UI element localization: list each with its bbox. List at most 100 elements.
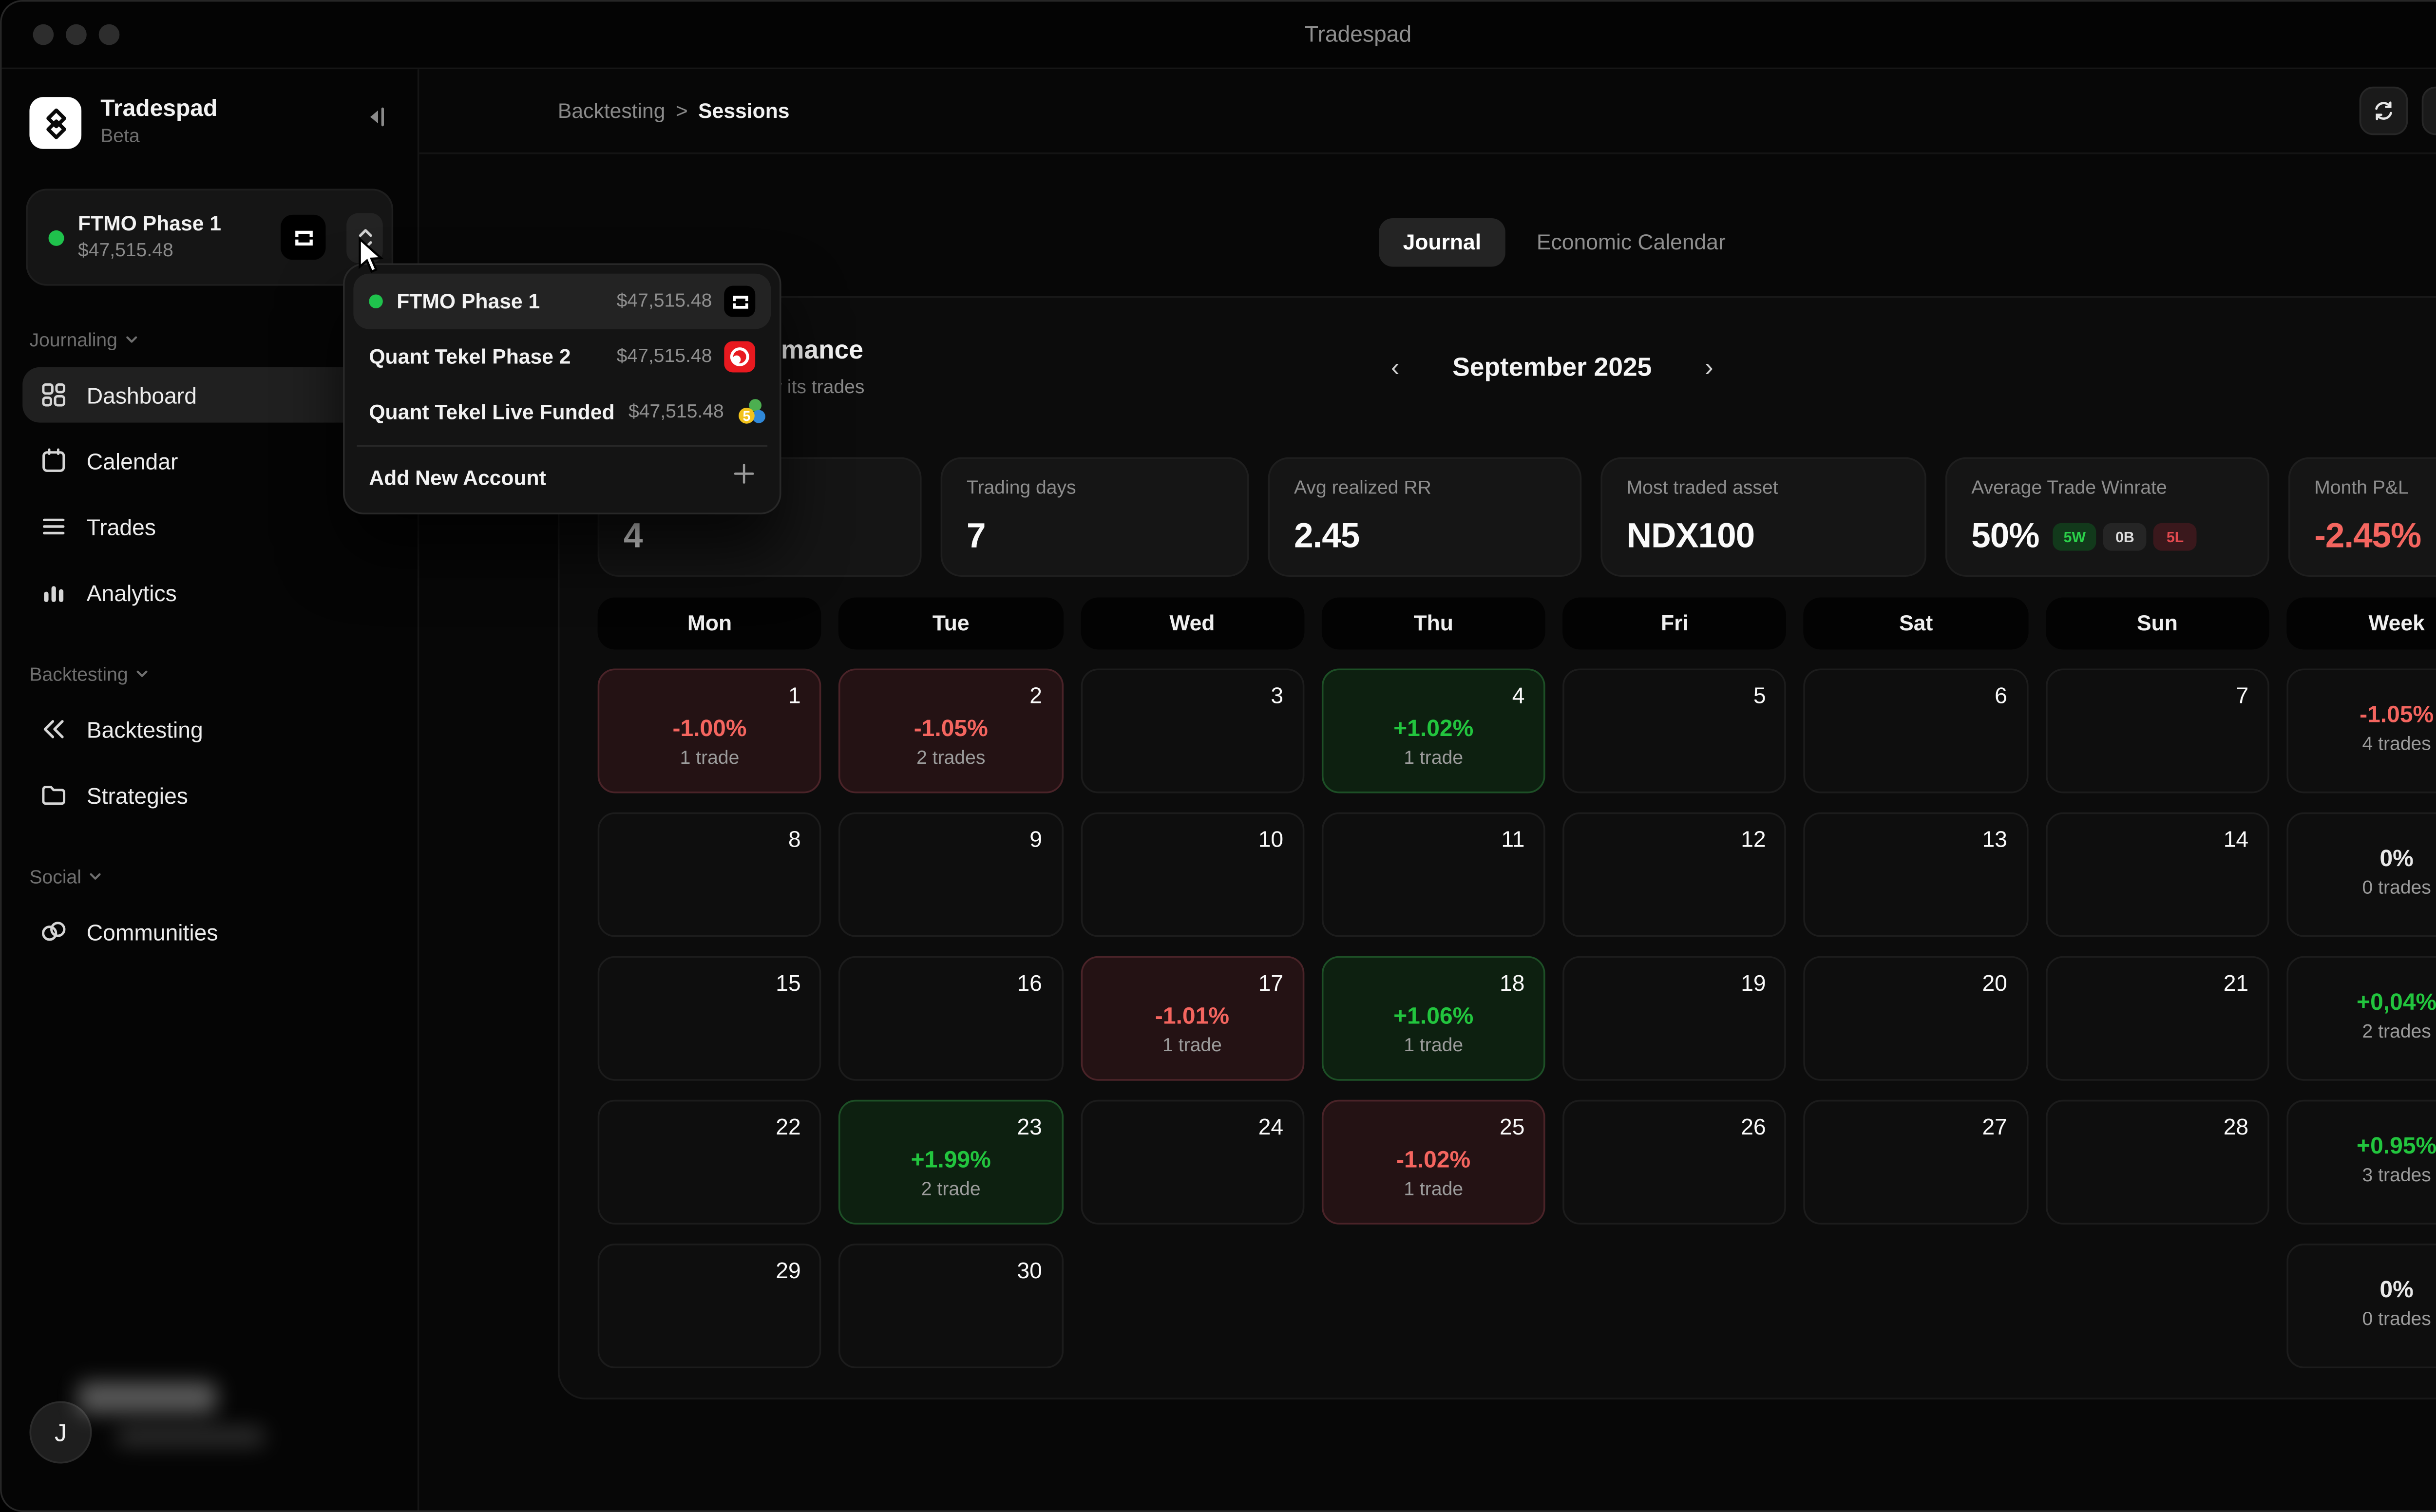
calendar-day-2[interactable]: 2 -1.05% 2 trades	[838, 668, 1063, 794]
stat-value: NDX100	[1626, 518, 1755, 556]
day-number: 24	[1258, 1114, 1284, 1140]
avatar[interactable]: J	[29, 1401, 92, 1464]
window-close-button[interactable]	[33, 24, 54, 45]
calendar-day-25[interactable]: 25 -1.02% 1 trade	[1321, 1099, 1546, 1225]
day-summary: +1.02% 1 trade	[1323, 715, 1544, 769]
calendar-day-14[interactable]: 14	[2045, 812, 2269, 937]
week-pnl: -1.05%	[2360, 701, 2434, 728]
breadcrumb-current: Sessions	[698, 98, 790, 123]
prev-month-button[interactable]: ‹	[1390, 353, 1400, 383]
sidebar-item-calendar[interactable]: Calendar	[22, 433, 397, 489]
month-nav: ‹ September 2025 ›	[559, 353, 2436, 382]
monthly-performance-panel: Monthly Performance Click on a day to vi…	[557, 296, 2436, 1399]
calendar-day-3[interactable]: 3	[1080, 668, 1304, 794]
sidebar-item-dashboard[interactable]: Dashboard	[22, 367, 397, 423]
calendar-day-27[interactable]: 27	[1804, 1099, 2028, 1225]
stat-card-month-p-l: Month P&L -2.45%	[2288, 457, 2436, 577]
sidebar-item-backtesting[interactable]: Backtesting	[22, 701, 397, 757]
section-label-text: Journaling	[29, 331, 117, 352]
badge-5l: 5L	[2153, 523, 2197, 551]
next-month-button[interactable]: ›	[1704, 353, 1713, 383]
stat-label: Most traded asset	[1626, 478, 1778, 499]
section-label-text: Backtesting	[29, 665, 128, 686]
window-zoom-button[interactable]	[98, 24, 120, 45]
calendar-day-header: Sun	[2045, 597, 2269, 650]
breadcrumb: Backtesting > Sessions	[558, 99, 790, 123]
day-pnl: +1.99%	[911, 1146, 991, 1173]
day-summary: -1.02% 1 trade	[1323, 1147, 1544, 1200]
day-pnl: +1.06%	[1393, 1002, 1474, 1029]
account-option-quant-tekel-phase-2[interactable]: Quant Tekel Phase 2 $47,515.48	[353, 329, 771, 385]
sidebar-item-communities[interactable]: Communities	[22, 904, 397, 960]
sidebar-item-label: Trades	[86, 513, 156, 540]
dropdown-divider	[357, 445, 768, 447]
add-new-account-button[interactable]: Add New Account	[353, 452, 771, 504]
tab-economic-calendar[interactable]: Economic Calendar	[1536, 230, 1726, 255]
calendar-day-22[interactable]: 22	[597, 1099, 822, 1225]
sidebar-section-label-backtesting[interactable]: Backtesting	[29, 665, 417, 686]
window-minimize-button[interactable]	[66, 24, 87, 45]
week-summary: +0,04% 2 trades	[2288, 989, 2436, 1042]
week-trades: 0 trades	[2362, 878, 2431, 899]
account-option-quant-tekel-live-funded[interactable]: Quant Tekel Live Funded $47,515.48 5	[353, 384, 771, 440]
tab-journal[interactable]: Journal	[1378, 218, 1505, 267]
calendar-day-15[interactable]: 15	[597, 956, 822, 1081]
calendar-day-13[interactable]: 13	[1804, 812, 2028, 937]
calendar-day-16[interactable]: 16	[838, 956, 1063, 1081]
calendar-week-summary: -1.05% 4 trades	[2286, 668, 2436, 794]
calendar-day-8[interactable]: 8	[597, 812, 822, 937]
calendar-day-9[interactable]: 9	[838, 812, 1063, 937]
sidebar-section-label-social[interactable]: Social	[29, 868, 417, 888]
collapse-sidebar-icon[interactable]	[364, 104, 390, 138]
day-summary: -1.01% 1 trade	[1082, 1003, 1303, 1057]
stat-card-average-trade-winrate: Average Trade Winrate 50% 5W 0B 5L	[1945, 457, 2269, 577]
calendar-day-21[interactable]: 21	[2045, 956, 2269, 1081]
currency-button[interactable]: $	[2422, 86, 2436, 135]
week-trades: 2 trades	[2362, 1021, 2431, 1043]
sidebar-item-analytics[interactable]: Analytics	[22, 565, 397, 620]
calendar-day-4[interactable]: 4 +1.02% 1 trade	[1321, 668, 1546, 794]
sidebar-item-label: Analytics	[86, 579, 177, 605]
calendar-day-23[interactable]: 23 +1.99% 2 trade	[838, 1099, 1063, 1225]
calendar-day-20[interactable]: 20	[1804, 956, 2028, 1081]
day-number: 29	[776, 1257, 801, 1284]
calendar-day-26[interactable]: 26	[1562, 1099, 1787, 1225]
sidebar-section-label-journaling[interactable]: Journaling	[29, 331, 417, 352]
calendar-day-30[interactable]: 30	[838, 1243, 1063, 1368]
calendar-day-6[interactable]: 6	[1804, 668, 2028, 794]
calendar-day-18[interactable]: 18 +1.06% 1 trade	[1321, 956, 1546, 1081]
window-controls[interactable]	[33, 24, 120, 45]
day-pnl: +1.02%	[1393, 715, 1474, 741]
calendar-day-10[interactable]: 10	[1080, 812, 1304, 937]
day-summary: -1.00% 1 trade	[599, 715, 820, 769]
account-option-ftmo-phase-1[interactable]: FTMO Phase 1 $47,515.48	[353, 273, 771, 329]
calendar-day-28[interactable]: 28	[2045, 1099, 2269, 1225]
calendar-day-7[interactable]: 7	[2045, 668, 2269, 794]
calendar-week-header: Week	[2286, 597, 2436, 650]
calendar-day-1[interactable]: 1 -1.00% 1 trade	[597, 668, 822, 794]
day-number: 18	[1499, 970, 1525, 996]
day-trades: 1 trade	[1162, 1036, 1222, 1057]
calendar-day-11[interactable]: 11	[1321, 812, 1546, 937]
user-row[interactable]: J	[29, 1380, 393, 1481]
account-selector[interactable]: FTMO Phase 1 $47,515.48	[26, 189, 394, 286]
calendar-day-24[interactable]: 24	[1080, 1099, 1304, 1225]
badge-0b: 0B	[2103, 523, 2147, 551]
calendar-day-header: Sat	[1804, 597, 2028, 650]
dashboard-icon	[40, 381, 68, 409]
calendar-day-5[interactable]: 5	[1562, 668, 1787, 794]
sidebar-item-trades[interactable]: Trades	[22, 499, 397, 554]
calendar-day-29[interactable]: 29	[597, 1243, 822, 1368]
refresh-button[interactable]	[2360, 86, 2409, 135]
calendar-day-17[interactable]: 17 -1.01% 1 trade	[1080, 956, 1304, 1081]
week-summary: +0.95% 3 trades	[2288, 1133, 2436, 1186]
week-pnl: +0.95%	[2357, 1133, 2436, 1159]
calendar-day-12[interactable]: 12	[1562, 812, 1787, 937]
account-option-balance: $47,515.48	[628, 401, 724, 423]
stat-value-row: NDX100	[1627, 520, 1901, 554]
breadcrumb-parent[interactable]: Backtesting	[557, 98, 666, 123]
calendar-day-19[interactable]: 19	[1562, 956, 1787, 1081]
sidebar-section-items: Backtesting Strategies	[22, 701, 397, 823]
sidebar-item-strategies[interactable]: Strategies	[22, 767, 397, 823]
calendar-day-header: Tue	[838, 597, 1063, 650]
